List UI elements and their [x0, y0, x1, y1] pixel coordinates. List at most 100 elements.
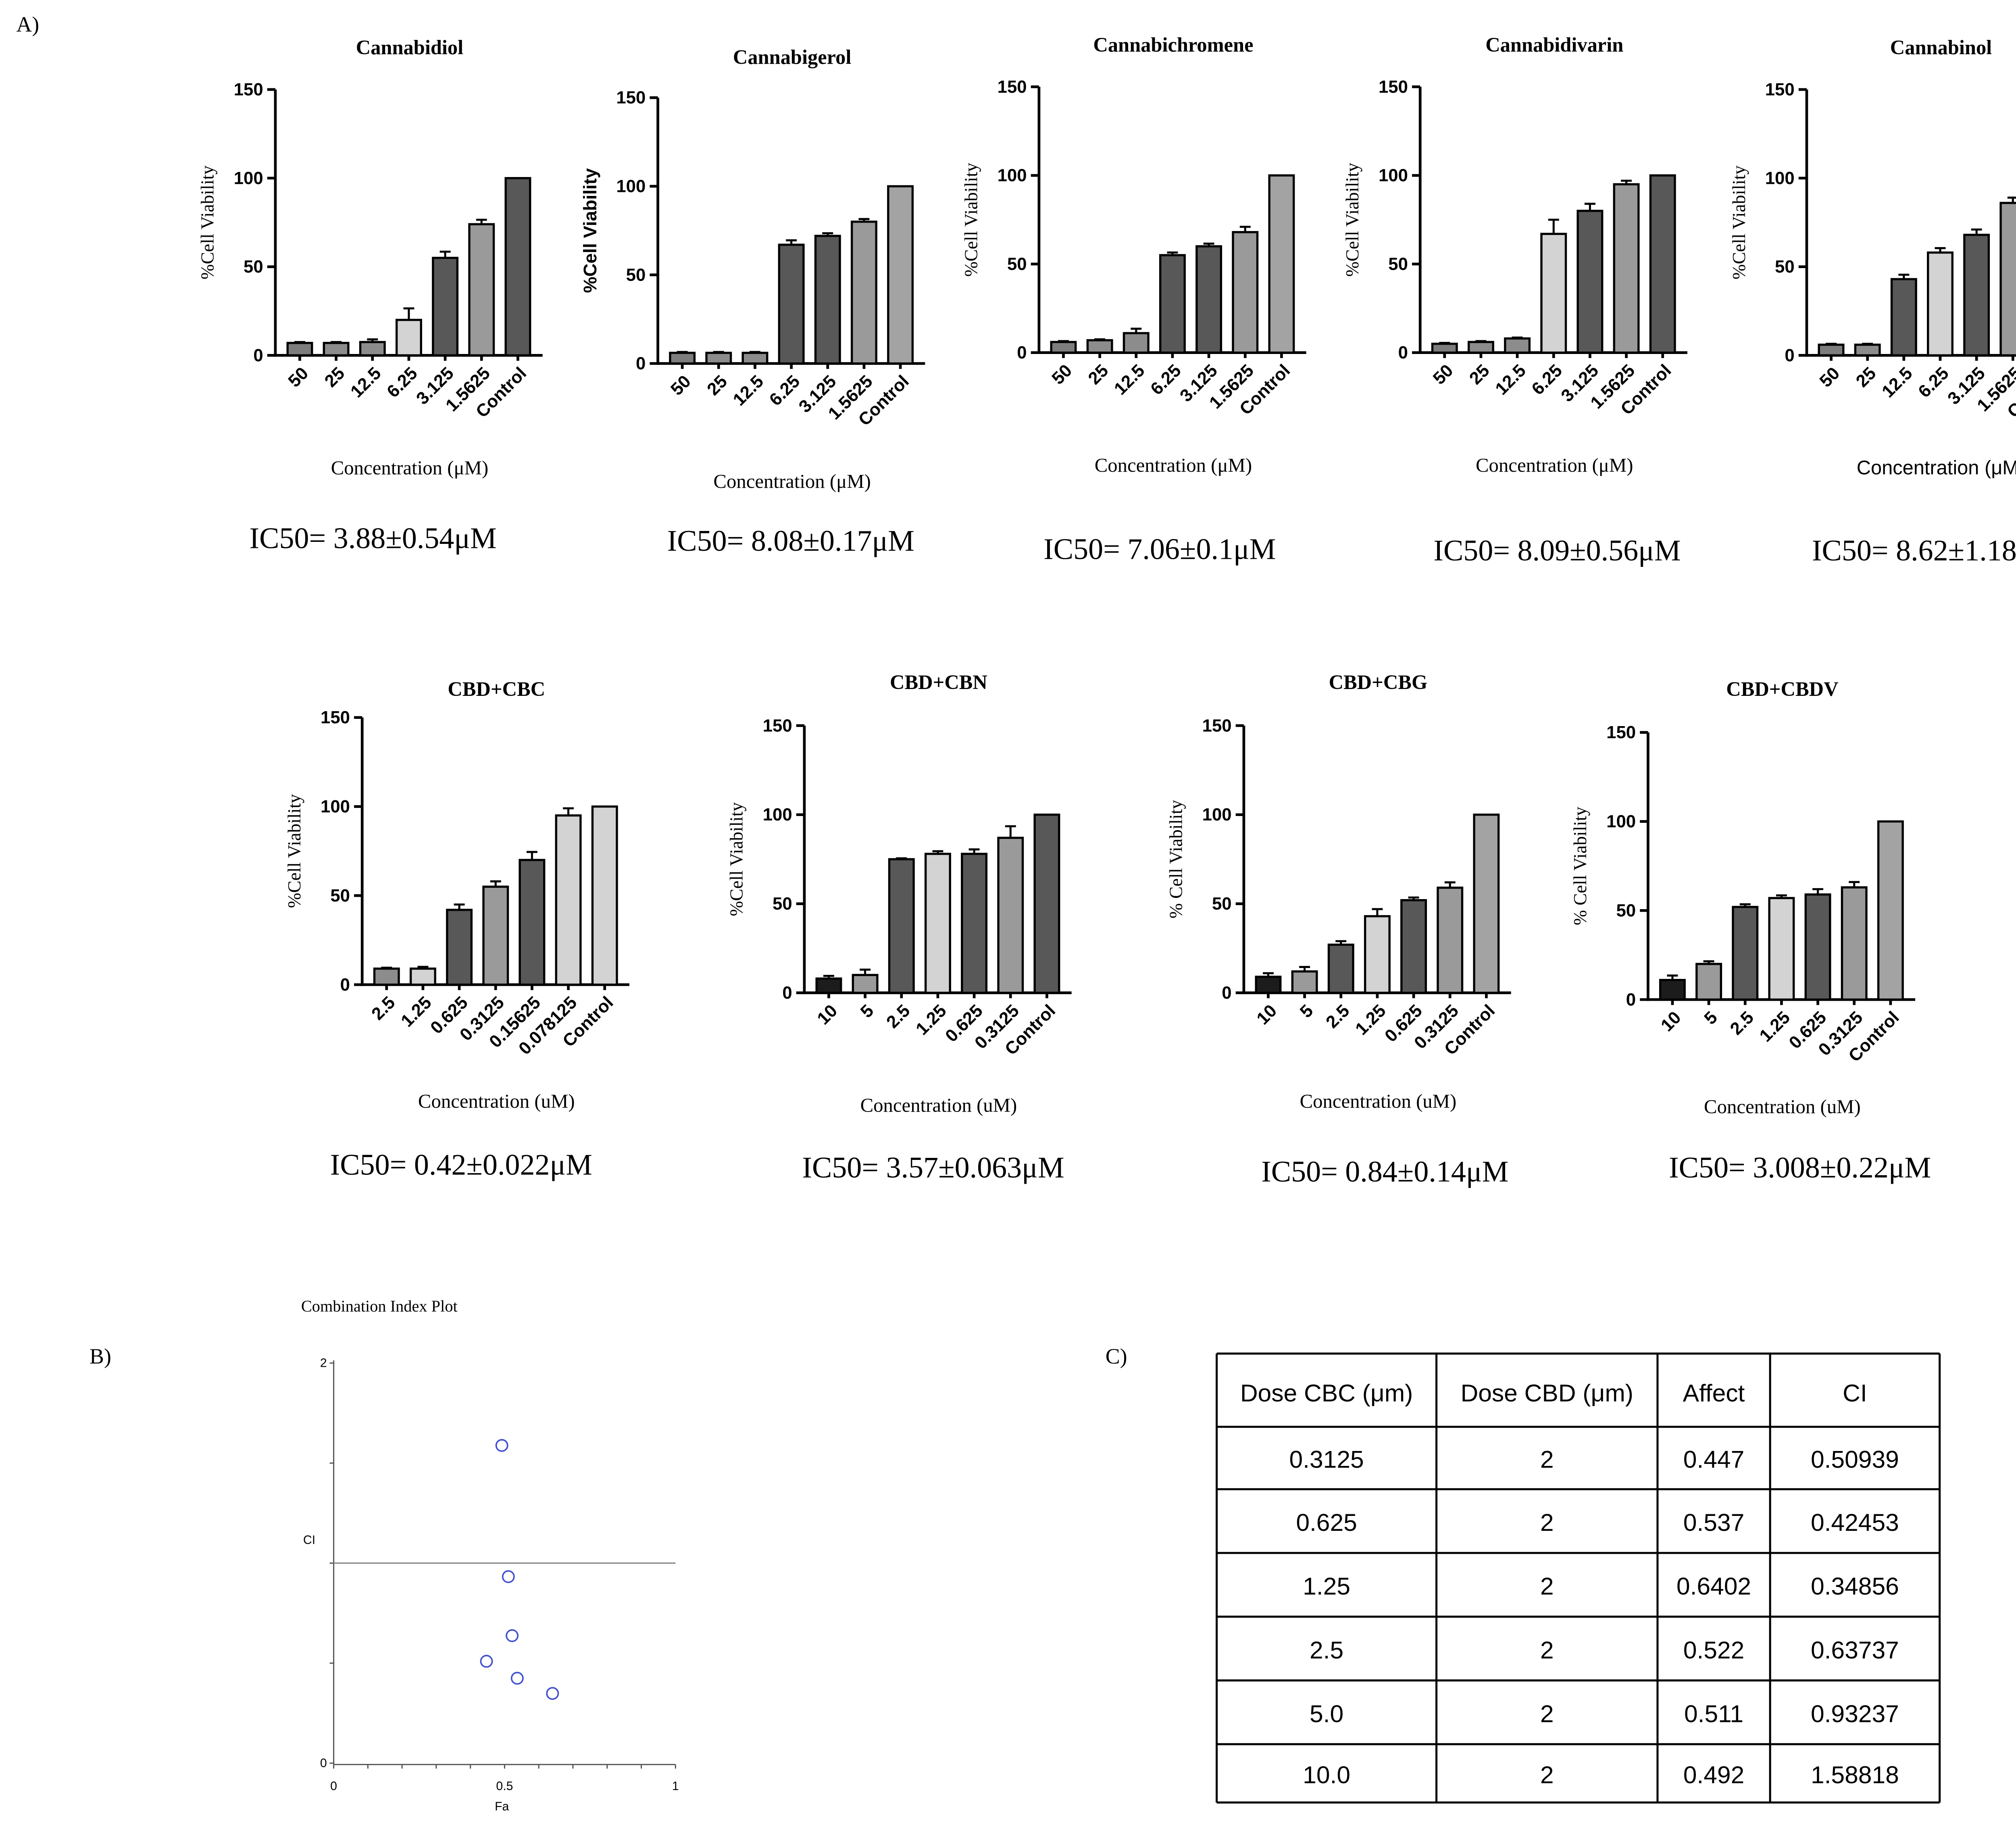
y-tick-label: 150 — [1606, 722, 1636, 742]
bar — [482, 885, 509, 986]
x-axis-label: Concentration (μM) — [1476, 454, 1633, 476]
bar — [1232, 231, 1259, 354]
bar — [888, 858, 915, 994]
bar — [924, 853, 951, 994]
ic50-annotation: IC50= 3.008±0.22μM — [1669, 1151, 1931, 1184]
bar — [1050, 341, 1077, 354]
bar — [1659, 979, 1686, 1001]
bar — [1732, 906, 1759, 1001]
bar — [504, 177, 531, 357]
error-bar — [490, 880, 501, 887]
error-bar — [1739, 903, 1751, 907]
bar — [1268, 174, 1295, 354]
error-bar — [1058, 340, 1069, 342]
bar — [1195, 245, 1223, 354]
bar — [1437, 887, 1464, 994]
bar — [446, 909, 473, 986]
panel-label-b: B) — [90, 1344, 111, 1368]
table-cell: 2 — [1540, 1700, 1554, 1727]
error-bar — [1812, 888, 1824, 895]
table-cell: 1.58818 — [1811, 1761, 1899, 1788]
bar — [1999, 202, 2016, 357]
y-tick-label: 150 — [234, 80, 263, 100]
y-axis-label: CI — [303, 1533, 315, 1547]
bar — [1291, 970, 1318, 994]
error-bar — [858, 218, 870, 222]
y-tick-label: 150 — [763, 716, 792, 735]
bar — [1768, 897, 1795, 1001]
panel-label-c: C) — [1106, 1344, 1127, 1368]
x-axis-label: Fa — [495, 1800, 509, 1813]
bar — [432, 256, 459, 357]
error-bar — [968, 848, 980, 854]
error-bar — [1935, 247, 1946, 253]
y-tick-label: 50 — [1616, 901, 1636, 920]
table-cell: 5.0 — [1310, 1700, 1343, 1727]
data-point — [510, 1672, 524, 1685]
y-tick-label: 0 — [782, 983, 792, 1003]
error-bar — [1826, 343, 1837, 345]
table-cell: 0.93237 — [1811, 1700, 1899, 1727]
bar — [1649, 174, 1676, 354]
x-tick-label: 1 — [672, 1780, 679, 1793]
error-bar — [823, 974, 834, 979]
bar — [815, 977, 842, 994]
bar — [1695, 963, 1722, 1001]
table-cell: 0.511 — [1684, 1700, 1743, 1727]
error-bar — [1584, 202, 1595, 211]
data-point — [480, 1655, 493, 1668]
x-axis-label: Concentration (uM) — [418, 1091, 575, 1112]
table-header-cell: Affect — [1683, 1379, 1745, 1407]
bar — [323, 341, 350, 357]
bar — [359, 341, 386, 357]
error-bar — [1621, 179, 1632, 185]
chart-title: Cannabinol — [1890, 36, 1992, 59]
error-bar — [786, 239, 797, 245]
ic50-annotation: IC50= 8.08±0.17μM — [667, 525, 914, 558]
bar — [1400, 899, 1427, 994]
table-cell: 1.25 — [1303, 1572, 1350, 1600]
bar — [1841, 886, 1868, 1001]
y-axis-label: %Cell Viability — [1729, 165, 1749, 279]
bar — [1613, 183, 1640, 354]
y-tick-label: 0 — [320, 1757, 327, 1770]
y-tick-label: 0 — [253, 346, 263, 365]
chart-title: CBD+CBC — [448, 678, 545, 700]
y-tick-label: 100 — [321, 797, 350, 816]
bar — [1854, 344, 1881, 357]
x-tick-label: 0 — [330, 1780, 337, 1793]
x-axis-label: Concentration (μM) — [1857, 457, 2016, 479]
error-bar — [1849, 881, 1860, 887]
y-tick-label: 0 — [636, 354, 646, 373]
y-tick-label: 50 — [1212, 894, 1232, 914]
table-cell: 0.34856 — [1811, 1572, 1899, 1600]
combination-index-table: Dose CBC (μm) Dose CBD (μm) Affect CI 0.3125… — [1216, 1352, 1941, 1804]
bar — [1159, 254, 1186, 354]
error-bar — [1167, 251, 1178, 255]
chart-title: Combination Index Plot — [301, 1297, 458, 1315]
table-cell: 0.522 — [1683, 1636, 1745, 1663]
ic50-annotation: IC50= 3.57±0.063μM — [802, 1151, 1064, 1184]
error-bar — [454, 903, 465, 910]
table-header-cell: Dose CBC (μm) — [1240, 1379, 1413, 1407]
y-axis-label: %Cell Viability — [284, 794, 304, 908]
table-cell: 2 — [1540, 1509, 1554, 1536]
bar — [961, 853, 988, 994]
table-cell: 0.537 — [1683, 1509, 1745, 1536]
y-tick-label: 50 — [1388, 254, 1408, 274]
ic50-annotation: IC50= 0.42±0.022μM — [330, 1149, 592, 1182]
y-tick-label: 100 — [1379, 166, 1408, 185]
error-bar — [896, 857, 907, 860]
table-cell: 0.625 — [1296, 1509, 1357, 1536]
table-cell: 2 — [1540, 1761, 1554, 1788]
data-point — [546, 1687, 559, 1700]
x-axis-label: Concentration (μM) — [1095, 454, 1252, 476]
y-axis-label: %Cell Viability — [580, 168, 600, 293]
bar — [887, 185, 914, 365]
table-cell: 0.42453 — [1811, 1509, 1899, 1536]
bar — [705, 352, 732, 365]
y-axis-label: %Cell Viability — [961, 162, 981, 277]
